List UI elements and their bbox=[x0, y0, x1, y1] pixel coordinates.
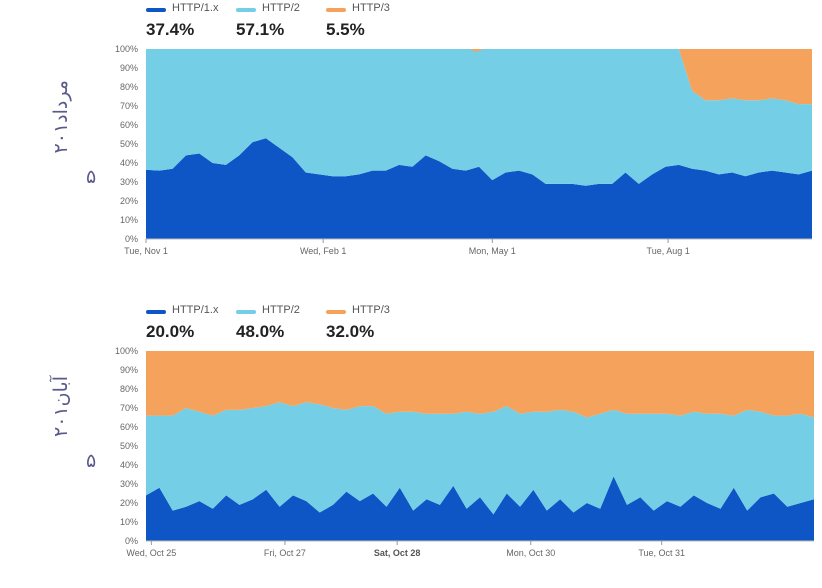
y-tick-label: 90% bbox=[120, 63, 138, 73]
legend-name: HTTP/1.x bbox=[172, 2, 219, 14]
y-tick-label: 80% bbox=[120, 384, 138, 394]
legend-item-http3[interactable]: HTTP/3 5.5% bbox=[326, 0, 416, 44]
legend-name: HTTP/3 bbox=[352, 2, 390, 14]
y-tick-label: 70% bbox=[120, 403, 138, 413]
legend-swatch-http1 bbox=[146, 8, 166, 12]
y-tick-label: 90% bbox=[120, 365, 138, 375]
x-tick-label: Fri, Oct 27 bbox=[264, 548, 306, 558]
legend-value: 57.1% bbox=[236, 20, 285, 39]
side-label-digit: ۵ bbox=[86, 450, 97, 472]
legend-item-http1[interactable]: HTTP/1.x 20.0% bbox=[146, 302, 236, 346]
legend-name: HTTP/3 bbox=[352, 304, 390, 316]
y-tick-label: 30% bbox=[120, 479, 138, 489]
area-series-http2[interactable] bbox=[146, 49, 812, 186]
legend-item-http3[interactable]: HTTP/3 32.0% bbox=[326, 302, 416, 346]
legend-value: 37.4% bbox=[146, 20, 195, 39]
y-tick-label: 50% bbox=[120, 139, 138, 149]
y-tick-label: 0% bbox=[125, 234, 138, 244]
legend-name: HTTP/1.x bbox=[172, 304, 219, 316]
legend-swatch-http3 bbox=[326, 8, 346, 12]
legend-value: 5.5% bbox=[326, 20, 365, 39]
legend-swatch-http3 bbox=[326, 310, 346, 314]
y-tick-label: 100% bbox=[115, 346, 138, 356]
area-series-http3-sliver bbox=[469, 49, 483, 52]
legend-swatch-http2 bbox=[236, 8, 256, 12]
chart-panel-bottom: HTTP/1.x 20.0% HTTP/2 48.0% HTTP/3 32.0%… bbox=[0, 298, 822, 588]
x-tick-label: Tue, Aug 1 bbox=[647, 246, 690, 256]
y-tick-label: 10% bbox=[120, 215, 138, 225]
legend-item-http2[interactable]: HTTP/2 57.1% bbox=[236, 0, 326, 44]
area-chart-bottom: 0% 10% 20% 30% 40% 50% 60% 70% 80% 90% 100% Wed, Oc… bbox=[115, 346, 814, 558]
legend-value: 32.0% bbox=[326, 322, 375, 341]
y-tick-label: 20% bbox=[120, 196, 138, 206]
legend-name: HTTP/2 bbox=[262, 304, 300, 316]
x-tick-label: Tue, Oct 31 bbox=[638, 548, 685, 558]
legend-bottom: HTTP/1.x 20.0% HTTP/2 48.0% HTTP/3 32.0% bbox=[146, 302, 416, 346]
y-tick-label: 100% bbox=[115, 44, 138, 54]
area-series-http1x[interactable] bbox=[146, 476, 814, 541]
y-tick-label: 30% bbox=[120, 177, 138, 187]
chart-panel-top: HTTP/1.x 37.4% HTTP/2 57.1% HTTP/3 5.5% … bbox=[0, 0, 822, 270]
legend-swatch-http1 bbox=[146, 310, 166, 314]
y-tick-label: 10% bbox=[120, 517, 138, 527]
x-tick-label: Mon, May 1 bbox=[469, 246, 516, 256]
x-tick-label: Mon, Oct 30 bbox=[506, 548, 555, 558]
y-tick-label: 0% bbox=[125, 536, 138, 546]
area-series-http3[interactable] bbox=[146, 49, 812, 105]
y-tick-label: 50% bbox=[120, 441, 138, 451]
area-series-http1x[interactable] bbox=[146, 138, 812, 239]
x-tick-label: Wed, Feb 1 bbox=[300, 246, 346, 256]
y-tick-label: 40% bbox=[120, 158, 138, 168]
y-tick-label: 80% bbox=[120, 82, 138, 92]
y-tick-label: 40% bbox=[120, 460, 138, 470]
y-tick-label: 20% bbox=[120, 498, 138, 508]
side-label-digit: ۵ bbox=[86, 166, 97, 188]
legend-name: HTTP/2 bbox=[262, 2, 300, 14]
x-tick-label: Tue, Nov 1 bbox=[124, 246, 168, 256]
legend-value: 48.0% bbox=[236, 322, 285, 341]
x-tick-label: Sat, Oct 28 bbox=[374, 548, 421, 558]
area-chart-top: 0% 10% 20% 30% 40% 50% 60% 70% 80% 90% 100% Tue, No… bbox=[115, 44, 812, 256]
area-series-http2[interactable] bbox=[146, 402, 814, 515]
y-tick-label: 60% bbox=[120, 120, 138, 130]
y-tick-label: 70% bbox=[120, 101, 138, 111]
legend-swatch-http2 bbox=[236, 310, 256, 314]
legend-item-http1[interactable]: HTTP/1.x 37.4% bbox=[146, 0, 236, 44]
legend-top: HTTP/1.x 37.4% HTTP/2 57.1% HTTP/3 5.5% bbox=[146, 0, 416, 44]
y-tick-label: 60% bbox=[120, 422, 138, 432]
x-tick-label: Wed, Oct 25 bbox=[126, 548, 176, 558]
legend-item-http2[interactable]: HTTP/2 48.0% bbox=[236, 302, 326, 346]
legend-value: 20.0% bbox=[146, 322, 195, 341]
area-series-http3[interactable] bbox=[146, 351, 814, 418]
